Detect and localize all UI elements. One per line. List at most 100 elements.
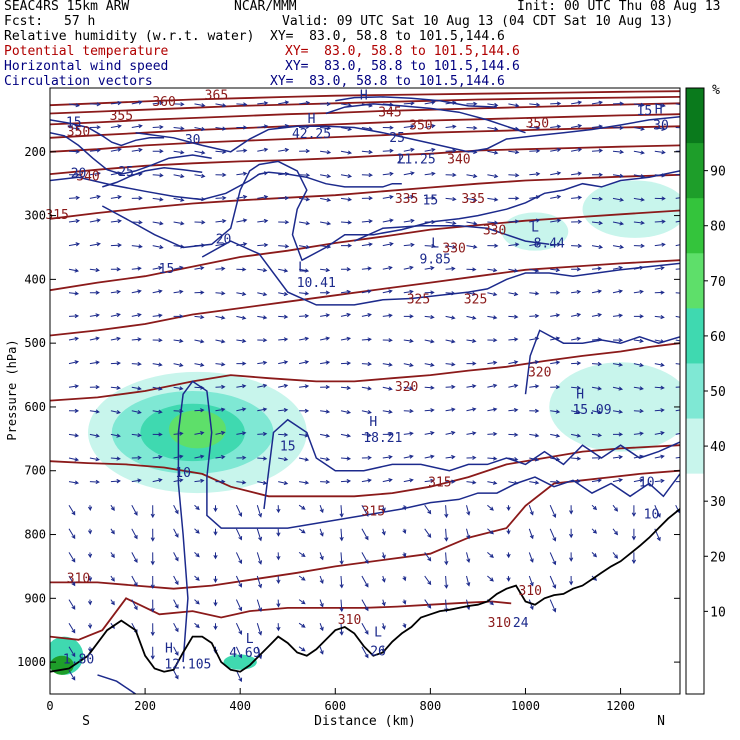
vector-arrow xyxy=(215,126,227,131)
vector-arrow xyxy=(361,361,372,367)
vector-arrow xyxy=(236,148,248,153)
vector-arrow xyxy=(508,242,520,247)
vector-arrow xyxy=(131,478,142,483)
vector-arrow xyxy=(529,125,541,130)
vector-arrow xyxy=(466,221,478,226)
theta-contour-330 xyxy=(50,209,680,292)
vector-arrow xyxy=(549,599,557,613)
vector-arrow xyxy=(68,552,76,563)
vector-arrow xyxy=(110,622,115,629)
vector-arrow xyxy=(633,126,645,131)
vector-arrow xyxy=(508,314,519,319)
vector-arrow xyxy=(152,338,163,343)
vector-arrow xyxy=(131,100,143,105)
contour-label: L xyxy=(531,221,539,236)
vector-arrow xyxy=(654,362,665,367)
vector-arrow xyxy=(591,148,604,153)
vector-arrow xyxy=(87,646,93,653)
vector-arrow xyxy=(131,386,142,391)
vector-arrow xyxy=(152,124,164,130)
vector-arrow xyxy=(110,433,121,438)
vector-arrow xyxy=(257,315,268,320)
vector-arrow xyxy=(529,457,540,462)
vector-arrow xyxy=(68,384,80,389)
contour-label: L xyxy=(374,626,382,641)
contour-label: L xyxy=(246,632,254,647)
y-tick-label: 300 xyxy=(24,209,46,223)
vector-arrow xyxy=(508,480,519,485)
vector-arrow xyxy=(612,409,624,414)
vector-arrow xyxy=(403,194,415,200)
vector-arrow xyxy=(487,431,498,437)
vector-arrow xyxy=(444,575,449,589)
colorbar-tick-label: 70 xyxy=(710,275,726,290)
vector-arrow xyxy=(89,457,100,462)
vector-arrow xyxy=(675,481,680,483)
vector-arrow xyxy=(278,337,289,342)
vector-arrow xyxy=(152,313,163,318)
vector-arrow xyxy=(110,599,115,606)
vector-arrow xyxy=(257,407,268,412)
vector-arrow xyxy=(257,456,268,461)
vector-arrow xyxy=(131,337,142,342)
vector-arrow xyxy=(487,126,499,131)
vector-arrow xyxy=(257,101,269,106)
terrain-line xyxy=(50,508,680,673)
x-tick-label: 1200 xyxy=(606,699,635,713)
vector-arrow xyxy=(110,410,121,415)
rh-region xyxy=(50,636,84,675)
vector-arrow xyxy=(278,100,290,105)
vector-arrow xyxy=(89,360,100,365)
vector-arrow xyxy=(194,126,206,132)
vector-arrow xyxy=(194,622,200,629)
vector-arrow xyxy=(276,599,281,608)
y-tick-label: 900 xyxy=(24,591,46,605)
vector-arrow xyxy=(424,454,435,459)
vector-arrow xyxy=(299,268,310,273)
vector-arrow xyxy=(403,408,414,414)
vector-arrow xyxy=(257,338,268,343)
vector-arrow xyxy=(675,292,680,294)
vector-arrow xyxy=(487,504,494,511)
vector-arrow xyxy=(339,623,344,636)
wind-contours xyxy=(50,96,680,694)
vector-arrow xyxy=(173,244,185,249)
theta-contour-325 xyxy=(50,259,680,337)
vector-arrow xyxy=(68,528,76,540)
vector-arrow xyxy=(466,361,477,366)
contour-label: 8.44 xyxy=(534,236,565,251)
vector-arrow xyxy=(236,194,248,200)
contour-label: 330 xyxy=(483,224,506,239)
vector-arrow xyxy=(110,552,115,559)
vector-arrow xyxy=(194,528,200,534)
vector-arrow xyxy=(89,242,101,247)
vector-arrow xyxy=(633,338,644,343)
y-tick-label: 400 xyxy=(24,272,46,286)
contour-label: 42.25 xyxy=(292,127,331,142)
vector-arrow xyxy=(487,102,499,108)
vector-arrow xyxy=(152,100,164,106)
vector-arrow xyxy=(236,361,247,366)
vector-arrow xyxy=(340,267,352,272)
vector-arrow xyxy=(631,528,637,541)
colorbar-tick-label: 90 xyxy=(710,165,726,180)
vector-arrow xyxy=(591,478,603,483)
vector-arrow xyxy=(631,552,637,565)
colorbar-swatch xyxy=(686,418,704,475)
contour-label: L xyxy=(298,261,306,276)
rh-shading xyxy=(50,180,680,675)
vector-arrow xyxy=(236,242,248,247)
vector-arrow xyxy=(403,218,415,223)
vector-arrow xyxy=(299,221,311,226)
y-tick-label: 600 xyxy=(24,400,46,414)
vector-arrow xyxy=(213,646,218,654)
vector-arrow xyxy=(68,360,80,365)
vector-arrow xyxy=(276,528,281,537)
vector-arrow xyxy=(68,172,81,177)
vector-arrow xyxy=(68,646,76,658)
vector-arrow xyxy=(591,220,604,226)
theta-contour-360 xyxy=(50,96,680,115)
vector-arrow xyxy=(529,384,540,389)
vector-arrow xyxy=(424,478,435,484)
theta-contour-320 xyxy=(50,342,680,402)
